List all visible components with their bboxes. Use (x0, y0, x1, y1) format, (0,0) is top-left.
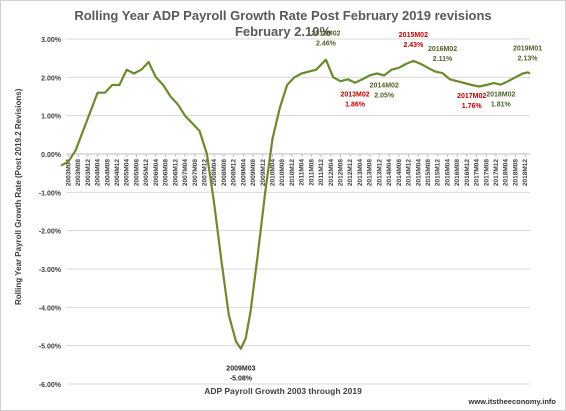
x-tick-label: 2011M12 (318, 159, 325, 186)
x-tick-label: 2017M04 (474, 159, 481, 186)
x-tick-label: 2013M04 (357, 159, 364, 186)
annotation-value: 1.86% (345, 102, 366, 109)
x-tick-label: 2010M04 (269, 159, 276, 186)
x-tick-label: 2014M08 (396, 159, 403, 186)
x-tick-label: 2011M04 (299, 159, 306, 186)
annotation-label: 2016M02 (428, 46, 457, 53)
x-tick-label: 2018M12 (522, 159, 529, 186)
y-tick-label: 2.00% (41, 75, 62, 82)
x-tick-label: 2009M04 (240, 159, 247, 186)
annotation-value: 1.76% (462, 103, 483, 110)
x-tick-label: 2018M04 (503, 159, 510, 186)
annotation-label: 2017M02 (457, 93, 486, 100)
annotation-value: 2.43% (403, 42, 424, 49)
annotation-label: 2012M02 (311, 31, 340, 38)
chart-subtitle: February 2.10% (234, 24, 332, 39)
x-tick-label: 2004M08 (104, 159, 111, 186)
x-tick-label: 2013M12 (376, 159, 383, 186)
annotation-value: -5.08% (230, 376, 253, 383)
x-tick-label: 2017M12 (493, 159, 500, 186)
x-tick-label: 2008M04 (211, 159, 218, 186)
y-tick-label: 3.00% (41, 37, 62, 44)
annotation-label: 2014M02 (370, 82, 399, 89)
x-tick-label: 2007M12 (201, 159, 208, 186)
x-tick-label: 2018M08 (512, 159, 519, 186)
x-tick-label: 2015M08 (425, 159, 432, 186)
y-tick-label: -2.00% (39, 229, 62, 236)
x-tick-label: 2003M12 (85, 159, 92, 186)
x-tick-label: 2006M12 (172, 159, 179, 186)
x-tick-label: 2003M08 (75, 159, 82, 186)
x-tick-label: 2015M12 (435, 159, 442, 186)
y-tick-label: -6.00% (39, 382, 62, 389)
x-tick-label: 2011M08 (308, 159, 315, 186)
x-tick-label: 2009M08 (250, 159, 257, 186)
source-credit: www.itstheeconomy.info (468, 397, 556, 406)
x-tick-label: 2003M04 (65, 159, 72, 186)
annotation-label: 2015M02 (399, 32, 428, 39)
x-tick-label: 2010M08 (279, 159, 286, 186)
annotation-value: 2.05% (374, 92, 395, 99)
x-tick-label: 2007M04 (182, 159, 189, 186)
x-tick-label: 2015M04 (415, 159, 422, 186)
series-line (60, 58, 531, 350)
x-tick-label: 2016M04 (444, 159, 451, 186)
x-tick-label: 2012M08 (338, 159, 345, 186)
x-tick-label: 2012M04 (328, 159, 335, 186)
y-tick-label: -4.00% (39, 305, 62, 312)
annotation-label: 2018M02 (486, 92, 515, 99)
x-tick-label: 2008M12 (231, 159, 238, 186)
x-tick-label: 2010M12 (289, 159, 296, 186)
y-tick-label: -3.00% (39, 267, 62, 274)
annotation-label: 2013M02 (340, 92, 369, 99)
annotation-label: 2009M03 (226, 366, 255, 373)
y-tick-label: -1.00% (39, 190, 62, 197)
x-tick-label: 2006M08 (163, 159, 170, 186)
annotation-label: 2019M01 (513, 45, 542, 52)
x-tick-label: 2013M08 (367, 159, 374, 186)
y-tick-label: -5.00% (39, 344, 62, 351)
annotation-value: 1.81% (491, 102, 512, 109)
x-tick-label: 2014M12 (406, 159, 413, 186)
x-tick-label: 2009M12 (260, 159, 267, 186)
x-tick-label: 2004M12 (114, 159, 121, 186)
x-tick-label: 2005M08 (133, 159, 140, 186)
x-tick-label: 2007M08 (192, 159, 199, 186)
x-tick-label: 2012M12 (347, 159, 354, 186)
x-tick-label: 2005M12 (143, 159, 150, 186)
x-tick-label: 2016M12 (464, 159, 471, 186)
annotation-value: 2.11% (433, 56, 453, 63)
y-tick-label: 0.00% (41, 152, 62, 159)
x-tick-label: 2017M08 (483, 159, 490, 186)
y-axis-label: Rolling Year Payroll Growth Rate (Post 2… (14, 88, 23, 305)
x-tick-label: 2004M04 (95, 159, 102, 186)
x-tick-label: 2005M04 (124, 159, 131, 186)
chart-title: Rolling Year ADP Payroll Growth Rate Pos… (74, 8, 492, 23)
x-tick-label: 2016M08 (454, 159, 461, 186)
annotation-value: 2.13% (518, 55, 539, 62)
x-tick-label: 2014M04 (386, 159, 393, 186)
y-tick-label: 1.00% (41, 114, 62, 121)
x-tick-label: 2008M08 (221, 159, 228, 186)
x-tick-label: 2006M04 (153, 159, 160, 186)
annotation-value: 2.46% (316, 41, 337, 48)
x-axis-label: ADP Payroll Growth 2003 through 2019 (204, 386, 362, 396)
